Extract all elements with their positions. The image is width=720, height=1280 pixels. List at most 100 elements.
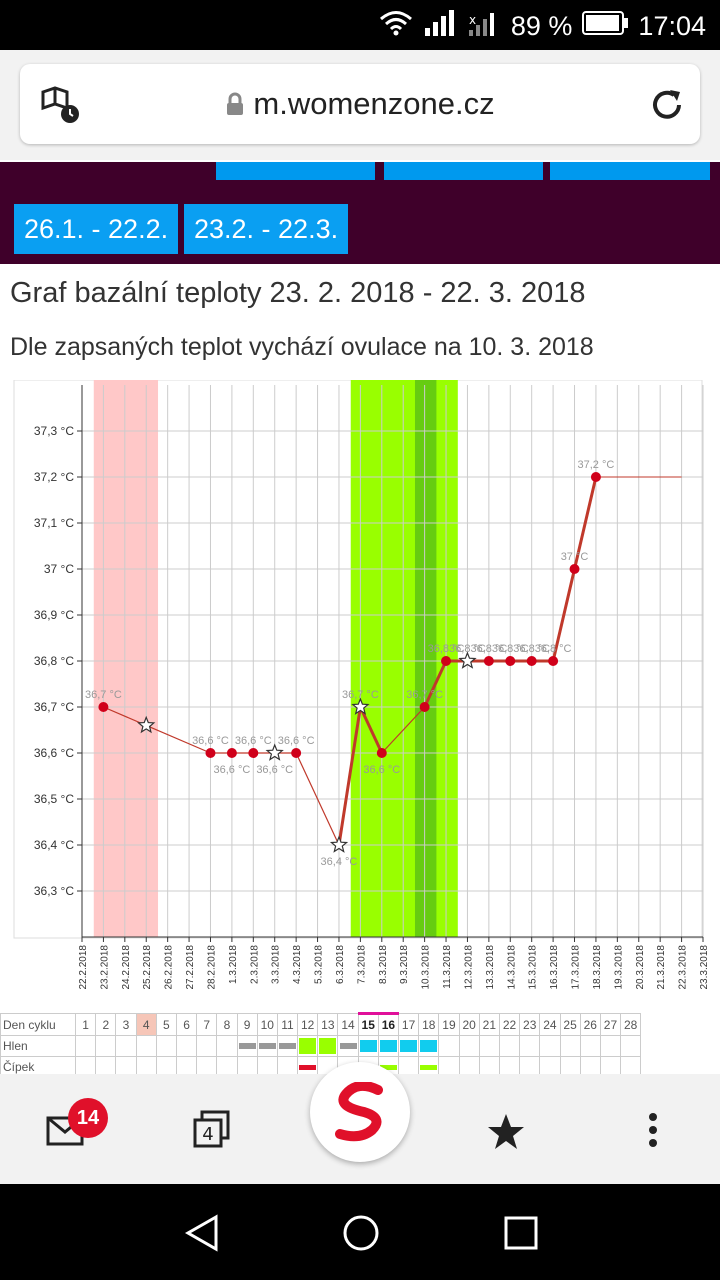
cycle-cell bbox=[559, 1056, 581, 1074]
data-point-star bbox=[329, 835, 349, 853]
cervix-marker bbox=[420, 1064, 438, 1070]
bookmark-star-icon[interactable] bbox=[486, 1112, 526, 1157]
cycle-cell bbox=[95, 1035, 117, 1057]
battery-icon bbox=[582, 11, 629, 42]
cycle-cell bbox=[478, 1035, 500, 1057]
cycle-table-row: Den cyklu 1 2 3 4 5 6 7 8 9 10 11 12 13 14 15 16 17 18 19 20… bbox=[0, 1012, 642, 1036]
x-tick-label: 19.3.2018 bbox=[613, 945, 624, 990]
data-label: 36,7 °C bbox=[85, 689, 122, 701]
cycle-day: 23 bbox=[519, 1013, 541, 1036]
chart-band bbox=[414, 380, 437, 937]
y-tick-label: 37,3 °C bbox=[34, 424, 74, 438]
url-box[interactable]: m.womenzone.cz bbox=[20, 64, 700, 144]
y-tick-label: 36,4 °C bbox=[34, 838, 74, 852]
cycle-cell bbox=[438, 1056, 460, 1074]
data-label: 36,6 °C bbox=[192, 735, 229, 747]
cycle-day: 9 bbox=[236, 1013, 258, 1036]
mail-badge: 14 bbox=[68, 1098, 108, 1138]
cycle-cell bbox=[620, 1056, 642, 1074]
y-tick-label: 36,3 °C bbox=[34, 884, 74, 898]
data-label: 36,8 °C bbox=[513, 643, 550, 655]
x-tick-label: 22.2.2018 bbox=[78, 945, 89, 990]
tabs-icon[interactable]: 4 bbox=[192, 1110, 232, 1155]
cycle-cell bbox=[236, 1056, 258, 1074]
x-tick-label: 12.3.2018 bbox=[463, 945, 474, 990]
cervix-marker bbox=[299, 1064, 317, 1070]
cycle-day: 8 bbox=[216, 1013, 238, 1036]
data-point-star bbox=[265, 743, 284, 761]
data-point bbox=[590, 472, 601, 482]
y-tick-label: 36,6 °C bbox=[34, 746, 74, 760]
y-tick-label: 36,7 °C bbox=[34, 700, 74, 714]
mucus-marker bbox=[359, 1040, 377, 1052]
cycle-day: 28 bbox=[620, 1013, 642, 1036]
cycle-cell bbox=[397, 1035, 420, 1057]
mucus-marker bbox=[299, 1038, 317, 1054]
data-point bbox=[569, 564, 580, 574]
cycle-row-label: Čípek bbox=[0, 1056, 76, 1074]
url-text[interactable]: m.womenzone.cz bbox=[20, 86, 700, 124]
chart-band bbox=[350, 380, 458, 937]
period-button-prev[interactable]: 26.1. - 22.2. bbox=[14, 204, 179, 254]
x-tick-label: 23.3.2018 bbox=[699, 945, 710, 990]
x-tick-label: 1.3.2018 bbox=[228, 945, 239, 984]
reading-list-icon[interactable] bbox=[40, 86, 80, 131]
signal-no-service-icon: x bbox=[467, 10, 501, 43]
mucus-marker bbox=[339, 1043, 357, 1049]
cycle-cell bbox=[317, 1035, 339, 1057]
more-menu-icon[interactable] bbox=[646, 1112, 660, 1153]
cycle-cell bbox=[377, 1035, 400, 1057]
data-label: 36,6 °C bbox=[278, 735, 315, 747]
cycle-cell bbox=[519, 1056, 541, 1074]
y-tick-label: 37,1 °C bbox=[34, 516, 74, 530]
recents-icon[interactable] bbox=[504, 1216, 538, 1255]
data-point-star bbox=[351, 697, 370, 715]
cycle-cell bbox=[175, 1056, 198, 1074]
y-tick-label: 36,5 °C bbox=[34, 792, 74, 806]
x-tick-label: 14.3.2018 bbox=[506, 945, 517, 990]
cycle-day: 18 bbox=[418, 1013, 440, 1036]
cycle-day: 11 bbox=[276, 1013, 299, 1036]
data-label: 36,8 °C bbox=[535, 643, 572, 655]
bbt-chart: 36,3 °C 36,4 °C 36,5 °C 36,6 °C 36,7 °C 36,8 … bbox=[13, 380, 710, 990]
back-icon[interactable] bbox=[184, 1214, 220, 1257]
data-point bbox=[505, 656, 516, 666]
cycle-cell bbox=[155, 1035, 177, 1057]
cycle-cell bbox=[620, 1035, 642, 1057]
cycle-cell bbox=[579, 1056, 601, 1074]
cycle-cell bbox=[115, 1056, 137, 1074]
x-tick-label: 15.3.2018 bbox=[528, 945, 539, 990]
data-label: 37 °C bbox=[561, 551, 589, 563]
data-point bbox=[376, 748, 387, 758]
period-button-current[interactable]: 23.2. - 22.3. bbox=[184, 204, 349, 254]
cycle-day: 24 bbox=[539, 1013, 561, 1036]
cycle-day: 21 bbox=[478, 1013, 500, 1036]
nav-top-button-3[interactable] bbox=[550, 162, 710, 180]
period-navigation: 26.1. - 22.2. 23.2. - 22.3. bbox=[0, 162, 720, 264]
data-label: 36,6 °C bbox=[235, 735, 272, 747]
cycle-table-row: Hlen bbox=[0, 1035, 642, 1057]
url-label: m.womenzone.cz bbox=[253, 86, 495, 121]
cycle-cell bbox=[256, 1035, 278, 1057]
cycle-cell bbox=[478, 1056, 500, 1074]
nav-top-button-2[interactable] bbox=[384, 162, 543, 180]
battery-percent: 89 % bbox=[510, 11, 573, 41]
nav-top-button-1[interactable] bbox=[216, 162, 375, 180]
cervix-marker bbox=[379, 1064, 397, 1070]
data-label: 36,4 °C bbox=[321, 856, 358, 868]
mucus-marker bbox=[379, 1040, 397, 1052]
reload-icon[interactable] bbox=[648, 86, 686, 129]
x-tick-label: 25.2.2018 bbox=[142, 945, 153, 990]
data-point bbox=[226, 748, 237, 758]
cycle-cell bbox=[418, 1056, 440, 1074]
data-label: 36,6 °C bbox=[213, 764, 250, 776]
home-logo-button[interactable] bbox=[310, 1062, 410, 1162]
home-icon[interactable] bbox=[342, 1214, 380, 1257]
cycle-day: 20 bbox=[458, 1013, 480, 1036]
lock-icon bbox=[225, 88, 245, 124]
series-segment bbox=[295, 752, 340, 846]
page-title: Graf bazální teploty 23. 2. 2018 - 22. 3… bbox=[10, 277, 586, 309]
cycle-cell bbox=[216, 1056, 238, 1074]
cycle-day: 2 bbox=[95, 1013, 117, 1036]
cycle-cell bbox=[276, 1035, 299, 1057]
